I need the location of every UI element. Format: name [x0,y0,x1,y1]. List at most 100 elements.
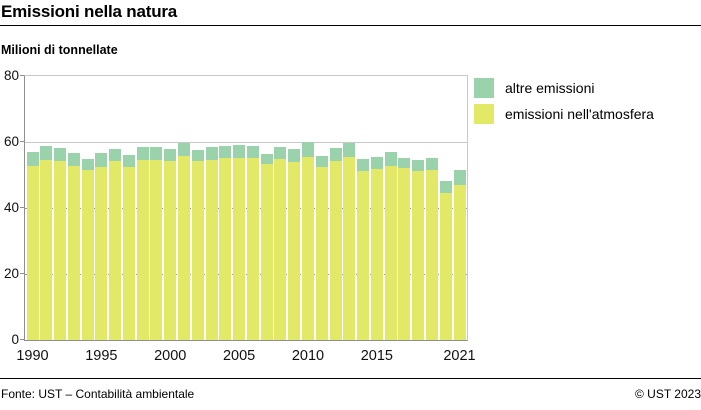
bar-segment-emissioni-atmosfera [122,167,135,340]
bar-2017 [398,157,411,340]
bar-segment-emissioni-atmosfera [150,159,163,340]
y-tick-label-80: 80 [3,68,19,83]
legend-item-altre-emissioni: altre emissioni [474,78,654,98]
bar-segment-altre-emissioni [122,154,135,168]
bar-2004 [219,145,232,340]
bar-segment-altre-emissioni [384,152,397,167]
bar-2002 [191,149,204,340]
plot-area [24,75,468,341]
bar-segment-emissioni-atmosfera [274,158,287,340]
bar-segment-altre-emissioni [301,141,314,157]
title-divider [0,25,701,26]
bar-segment-emissioni-atmosfera [370,169,383,340]
copyright-note: © UST 2023 [635,387,701,401]
legend: altre emissioni emissioni nell'atmosfera [474,78,654,124]
x-tick-label-2010: 2010 [291,348,325,364]
bar-segment-altre-emissioni [439,180,452,194]
bar-segment-emissioni-atmosfera [301,156,314,340]
bar-segment-altre-emissioni [67,153,80,167]
bar-2000 [164,149,177,340]
bar-segment-altre-emissioni [191,149,204,161]
bar-segment-emissioni-atmosfera [246,157,259,340]
bar-segment-altre-emissioni [260,153,273,165]
bar-segment-altre-emissioni [81,158,94,171]
y-tick-label-40: 40 [3,200,19,215]
bar-2003 [205,147,218,340]
bar-2018 [412,160,425,340]
legend-swatch-green [474,78,494,98]
bar-2008 [274,146,287,340]
x-tick-label-2000: 2000 [154,348,187,364]
bar-segment-altre-emissioni [54,147,67,162]
bar-segment-emissioni-atmosfera [439,193,452,340]
bar-segment-altre-emissioni [315,155,328,168]
y-tick-mark-80 [20,75,24,76]
bar-2001 [178,142,191,340]
bar-segment-altre-emissioni [329,147,342,162]
bar-segment-emissioni-atmosfera [95,166,108,340]
legend-label: emissioni nell'atmosfera [505,106,654,122]
legend-item-emissioni-atmosfera: emissioni nell'atmosfera [474,104,654,124]
bar-segment-altre-emissioni [288,148,301,163]
bar-2005 [233,144,246,340]
bar-segment-altre-emissioni [246,145,259,158]
bar-segment-emissioni-atmosfera [26,165,39,340]
bar-segment-altre-emissioni [109,148,122,162]
bar-2009 [288,148,301,340]
bar-segment-altre-emissioni [95,152,108,167]
footer-divider [0,378,701,379]
bar-1991 [40,146,53,340]
bar-segment-emissioni-atmosfera [357,170,370,340]
bar-1995 [95,152,108,340]
bar-2021 [453,170,466,340]
legend-swatch-yellow [474,104,494,124]
y-tick-mark-0 [20,339,24,340]
y-tick-label-20: 20 [3,266,19,281]
bar-segment-emissioni-atmosfera [315,167,328,340]
bar-segment-emissioni-atmosfera [205,159,218,340]
source-note: Fonte: UST – Contabilità ambientale [1,387,195,401]
bar-segment-emissioni-atmosfera [453,184,466,340]
bar-segment-altre-emissioni [219,145,232,158]
bar-segment-emissioni-atmosfera [288,162,301,340]
bar-segment-emissioni-atmosfera [109,161,122,340]
bar-2011 [315,155,328,340]
bar-segment-altre-emissioni [343,143,356,157]
x-tick-label-1990: 1990 [16,348,49,364]
bar-1999 [150,146,163,340]
y-tick-mark-20 [20,273,24,274]
bar-2014 [357,159,370,340]
x-tick-label-1995: 1995 [85,348,118,364]
page-title: Emissioni nella natura [1,2,178,21]
bar-segment-altre-emissioni [425,157,438,170]
bar-2015 [370,156,383,340]
y-tick-mark-40 [20,207,24,208]
gridline-60 [25,142,467,143]
bar-2016 [384,152,397,340]
bar-1998 [136,147,149,340]
legend-label: altre emissioni [505,80,595,96]
bar-segment-emissioni-atmosfera [219,157,232,340]
bar-segment-altre-emissioni [178,142,191,156]
bar-1993 [67,153,80,340]
bar-segment-emissioni-atmosfera [81,170,94,340]
bar-2007 [260,153,273,340]
bar-segment-altre-emissioni [370,156,383,170]
gridline-dotted-20 [25,274,467,275]
bar-2006 [246,145,259,340]
bar-2013 [343,143,356,340]
x-tick-label-2021: 2021 [443,348,476,364]
bar-segment-emissioni-atmosfera [398,168,411,340]
bar-segment-altre-emissioni [453,170,466,185]
bar-segment-emissioni-atmosfera [191,160,204,340]
bar-segment-altre-emissioni [398,157,411,169]
bar-1990 [26,151,39,340]
y-tick-label-60: 60 [3,134,19,149]
bar-segment-emissioni-atmosfera [384,166,397,340]
bar-segment-altre-emissioni [150,146,163,160]
bar-1994 [81,158,94,340]
bar-segment-emissioni-atmosfera [136,159,149,340]
x-tick-label-2015: 2015 [360,348,393,364]
bar-2010 [301,141,314,340]
